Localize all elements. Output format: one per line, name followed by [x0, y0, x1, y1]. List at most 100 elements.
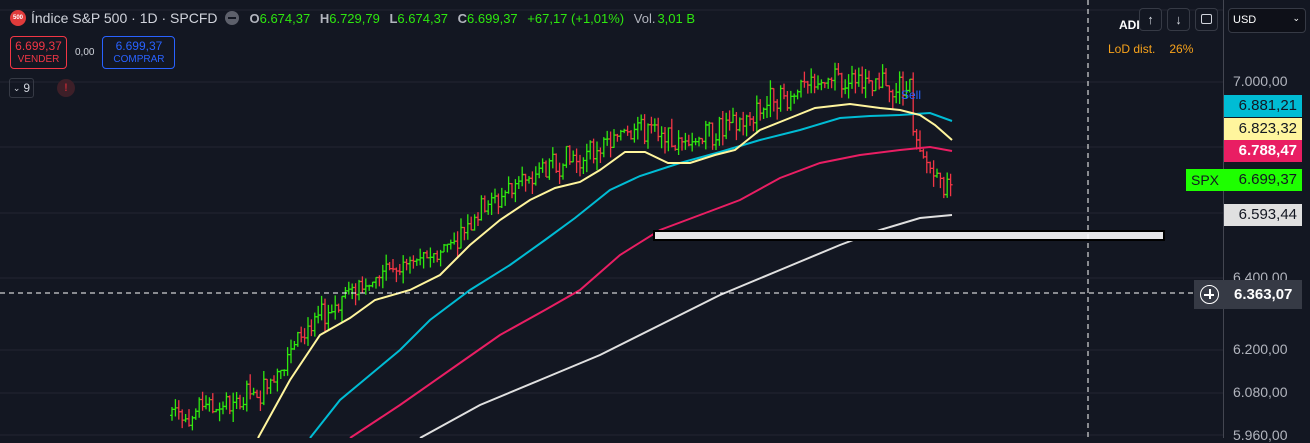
ohlc-bar	[265, 378, 270, 395]
ohlc-bar	[782, 83, 786, 100]
volume: 3,01 B	[657, 10, 696, 26]
y-tick: 6.200,00	[1233, 341, 1288, 357]
ohlc-bar	[394, 267, 399, 283]
ohlc-bar	[408, 256, 412, 274]
ohlc-bar	[350, 283, 355, 300]
indicators-toggle[interactable]: ⌄ 9	[9, 78, 34, 98]
ohlc-bar	[656, 117, 661, 142]
ohlc-bar	[948, 173, 953, 197]
chevron-down-icon: ⌄	[1292, 13, 1300, 23]
ohlc-bar	[234, 391, 239, 409]
ohlc-bar	[248, 374, 253, 400]
ohlc-bar	[890, 89, 895, 109]
buy-button[interactable]: 6.699,37 COMPRAR	[102, 36, 176, 69]
ohlc-bar	[880, 64, 885, 89]
ohlc-bar	[510, 182, 514, 199]
price-chart[interactable]	[0, 0, 1223, 438]
ohlc-bar	[462, 226, 467, 241]
fullscreen-icon[interactable]	[1195, 8, 1218, 31]
ohlc-bar	[306, 317, 310, 346]
ohlc-bar	[251, 387, 256, 396]
warning-icon[interactable]: !	[57, 79, 75, 97]
ohlc-bar	[928, 161, 933, 174]
ohlc-bar	[554, 153, 559, 173]
ohlc-bar	[357, 279, 361, 301]
ohlc-bar	[431, 252, 436, 263]
ohlc-bar	[663, 126, 667, 154]
ohlc-bar	[299, 326, 304, 343]
support-zone-rectangle[interactable]	[653, 230, 1165, 241]
ohlc-bar	[632, 123, 637, 143]
ohlc-bar	[459, 218, 463, 249]
ohlc-bar	[608, 131, 613, 158]
ohlc-bar	[377, 275, 382, 287]
ohlc-bar	[207, 397, 212, 412]
ohlc-bar	[258, 390, 263, 412]
chevron-down-icon: ⌄	[12, 82, 21, 93]
ohlc-bar	[853, 69, 858, 94]
ma-200-line	[419, 214, 953, 438]
ohlc-bar	[193, 408, 198, 420]
collapse-legend-icon[interactable]	[225, 11, 240, 25]
lod-distance: LoD dist. 26%	[1108, 42, 1194, 56]
ohlc-bar	[819, 79, 824, 91]
ohlc-bar	[758, 99, 763, 121]
ohlc-bar	[452, 232, 457, 245]
ma-20-price-label: 6.823,32	[1224, 118, 1302, 140]
ohlc-bar	[860, 66, 865, 94]
sell-signal-label: Sell	[901, 88, 922, 102]
ohlc-bar	[938, 172, 943, 189]
ohlc-bar	[217, 402, 222, 422]
currency-select[interactable]: USD ⌄	[1228, 8, 1306, 33]
ohlc-bar	[384, 254, 389, 281]
arrow-up-icon[interactable]: ↑	[1139, 8, 1162, 31]
ohlc-bar	[788, 90, 793, 111]
ohlc-bar	[289, 339, 293, 364]
add-alert-plus-icon[interactable]	[1200, 285, 1219, 304]
ohlc-bar	[319, 295, 324, 321]
symbol-title[interactable]: Índice S&P 500 · 1D · SPCFD	[31, 10, 218, 26]
ohlc-bar	[578, 154, 582, 177]
ohlc-bar	[268, 378, 273, 394]
ohlc-bar	[646, 123, 650, 149]
ohlc-bar	[469, 216, 474, 231]
ohlc-bar	[214, 408, 219, 413]
ohlc-bar	[639, 114, 644, 131]
ohlc-bar	[302, 328, 307, 345]
ohlc-bar	[204, 395, 208, 410]
ohlc-bar	[802, 71, 807, 88]
ohlc-bar	[805, 80, 810, 94]
ohlc-bar	[744, 114, 749, 137]
sell-button[interactable]: 6.699,37 VENDER	[10, 36, 67, 69]
ohlc-bar	[448, 239, 453, 250]
ohlc-bar	[333, 295, 338, 320]
ohlc-bar	[513, 179, 518, 203]
ohlc-bar	[292, 341, 297, 350]
ohlc-bar	[401, 255, 406, 284]
ohlc-bar	[557, 162, 562, 184]
ohlc-bar	[931, 160, 936, 187]
ohlc-bar	[635, 116, 640, 140]
ohlc-bar	[533, 166, 538, 186]
ohlc-values: O6.674,37 H6.729,79 L6.674,37 C6.699,37 …	[249, 10, 696, 26]
arrow-down-icon[interactable]: ↓	[1167, 8, 1190, 31]
symbol-tag: SPX	[1186, 169, 1224, 191]
ohlc-bar	[397, 263, 402, 276]
ohlc-bar	[544, 160, 548, 178]
ohlc-bar	[595, 141, 599, 171]
ohlc-bar	[717, 116, 722, 146]
ohlc-bar	[197, 397, 202, 418]
ma-50-line	[309, 111, 953, 438]
ohlc-bar	[720, 111, 725, 146]
ohlc-bar	[873, 78, 878, 92]
ohlc-bar	[870, 80, 875, 97]
ohlc-bar	[391, 258, 395, 273]
ohlc-bar	[312, 312, 317, 337]
ma-20-line	[257, 102, 953, 438]
ohlc-bar	[326, 304, 331, 330]
y-tick: 5.960,00	[1233, 427, 1288, 443]
ohlc-bar	[659, 126, 664, 149]
ohlc-bar	[727, 110, 732, 131]
ohlc-bar	[547, 158, 552, 180]
ohlc-bar	[588, 140, 593, 160]
